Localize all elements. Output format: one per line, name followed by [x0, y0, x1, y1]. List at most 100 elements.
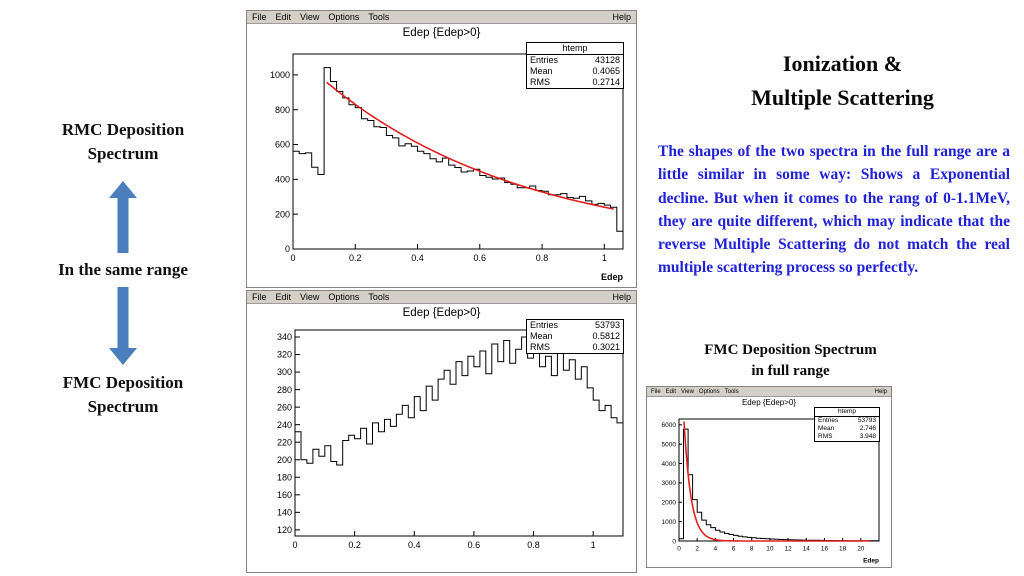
down-arrow-icon	[109, 287, 137, 365]
svg-text:320: 320	[277, 350, 292, 360]
stat-label: Entries	[818, 417, 839, 424]
svg-text:0.6: 0.6	[468, 540, 481, 550]
stat-label: Mean	[818, 425, 835, 432]
svg-text:600: 600	[275, 140, 290, 150]
stats-box: Entries 53793 Mean 0.5812 RMS 0.3021	[526, 319, 624, 354]
stats-header: htemp	[527, 43, 623, 55]
stat-value: 0.5812	[592, 331, 620, 341]
root-canvas-window-fmc-full: File Edit View Options Tools Help Edep {…	[646, 386, 892, 568]
stat-value: 53793	[857, 417, 876, 424]
menu-edit[interactable]: Edit	[665, 388, 677, 395]
rmc-spectrum-label: RMC Deposition Spectrum	[61, 120, 185, 163]
fmc-full-histogram-chart: 0 1000 2000 3000 4000 5000 6000 0 2 4 6 8 10 12 14 16 18…	[662, 418, 880, 565]
menu-file[interactable]: File	[252, 12, 267, 22]
svg-text:6000: 6000	[662, 422, 677, 429]
svg-text:10: 10	[766, 546, 774, 553]
svg-text:200: 200	[277, 455, 292, 465]
svg-text:0: 0	[672, 538, 676, 545]
menu-help[interactable]: Help	[612, 292, 631, 302]
svg-text:340: 340	[277, 332, 292, 342]
stats-row: Mean 2.746	[815, 425, 879, 433]
svg-text:0: 0	[292, 540, 297, 550]
slide-title: Ionization & Multiple Scattering	[751, 51, 934, 110]
stats-box: htemp Entries 43128 Mean 0.4065 RMS 0.27…	[526, 42, 624, 89]
svg-text:16: 16	[821, 546, 829, 553]
menu-tools[interactable]: Tools	[724, 388, 739, 395]
menu-file[interactable]: File	[252, 292, 267, 302]
menu-help[interactable]: Help	[612, 12, 631, 22]
plot-title: Edep {Edep>0}	[402, 307, 481, 319]
description-paragraph: The shapes of the two spectra in the ful…	[658, 143, 1010, 277]
svg-text:0.4: 0.4	[411, 253, 424, 263]
svg-text:0.8: 0.8	[536, 253, 549, 263]
svg-text:4: 4	[714, 546, 718, 553]
stat-label: RMS	[818, 433, 833, 440]
stat-value: 3.948	[859, 433, 876, 440]
svg-text:240: 240	[277, 420, 292, 430]
svg-text:260: 260	[277, 402, 292, 412]
svg-text:800: 800	[275, 105, 290, 115]
svg-text:4000: 4000	[662, 461, 677, 468]
stats-row: Entries 43128	[527, 55, 623, 66]
svg-text:140: 140	[277, 507, 292, 517]
svg-text:3000: 3000	[662, 480, 677, 487]
stats-row: Entries 53793	[815, 417, 879, 425]
stat-label: RMS	[530, 77, 550, 87]
fmc-histogram-chart: 120 140 160 180 200 220 240 260 280 300 320 340 0 0.2…	[277, 329, 624, 550]
stat-label: Mean	[530, 66, 553, 76]
svg-text:120: 120	[277, 525, 292, 535]
svg-text:1000: 1000	[270, 70, 290, 80]
svg-text:0.2: 0.2	[349, 253, 362, 263]
stat-label: Entries	[530, 55, 559, 65]
menu-bar: File Edit View Options Tools Help	[647, 387, 891, 397]
svg-text:5000: 5000	[662, 441, 677, 448]
stat-label: Mean	[530, 331, 553, 341]
stat-value: 0.2714	[592, 77, 620, 87]
svg-text:20: 20	[857, 546, 865, 553]
stat-value: 43128	[594, 55, 620, 65]
stats-row: RMS 3.948	[815, 433, 879, 441]
svg-text:160: 160	[277, 490, 292, 500]
svg-text:280: 280	[277, 385, 292, 395]
stat-label: RMS	[530, 342, 550, 352]
svg-text:1000: 1000	[662, 519, 677, 526]
menu-bar: File Edit View Options Tools Help	[247, 291, 636, 304]
svg-text:300: 300	[277, 367, 292, 377]
up-arrow-icon	[109, 181, 137, 253]
stats-row: RMS 0.3021	[527, 342, 623, 353]
menu-help[interactable]: Help	[874, 388, 887, 395]
svg-text:2: 2	[695, 546, 699, 553]
menu-tools[interactable]: Tools	[368, 12, 390, 22]
stats-row: Mean 0.5812	[527, 331, 623, 342]
menu-options[interactable]: Options	[328, 292, 360, 302]
same-range-label: In the same range	[58, 260, 188, 279]
plot-title: Edep {Edep>0}	[402, 27, 481, 39]
svg-text:180: 180	[277, 472, 292, 482]
svg-text:14: 14	[803, 546, 811, 553]
svg-text:0.6: 0.6	[474, 253, 487, 263]
menu-edit[interactable]: Edit	[275, 12, 292, 22]
menu-options[interactable]: Options	[328, 12, 360, 22]
menu-options[interactable]: Options	[698, 388, 720, 395]
svg-text:Edep: Edep	[601, 272, 624, 282]
rmc-histogram-chart: 0 200 400 600 800 1000 0 0.2 0.4 0.6 0.8 1 Edep	[270, 53, 624, 282]
svg-text:0.4: 0.4	[408, 540, 421, 550]
menu-view[interactable]: View	[681, 388, 694, 395]
menu-view[interactable]: View	[300, 12, 320, 22]
menu-edit[interactable]: Edit	[275, 292, 292, 302]
svg-text:200: 200	[275, 209, 290, 219]
stat-value: 0.3021	[592, 342, 620, 352]
stats-row: Entries 53793	[527, 320, 623, 331]
svg-text:0.2: 0.2	[348, 540, 361, 550]
root-canvas-window-fmc: File Edit View Options Tools Help Edep {…	[246, 290, 637, 573]
root-canvas-window-rmc: File Edit View Options Tools Help Edep {…	[246, 10, 637, 288]
menu-file[interactable]: File	[651, 388, 661, 395]
menu-view[interactable]: View	[300, 292, 320, 302]
stat-value: 0.4065	[592, 66, 620, 76]
menu-tools[interactable]: Tools	[368, 292, 390, 302]
stats-row: RMS 0.2714	[527, 77, 623, 88]
svg-text:8: 8	[750, 546, 754, 553]
svg-text:220: 220	[277, 437, 292, 447]
svg-text:18: 18	[839, 546, 847, 553]
